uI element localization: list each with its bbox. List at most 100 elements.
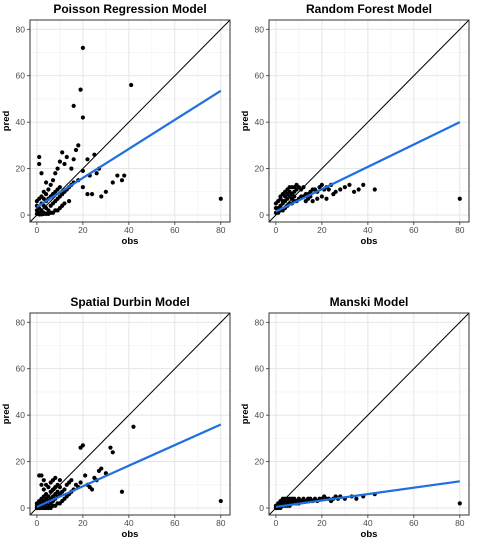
x-tick-label: 0	[35, 225, 40, 235]
data-point	[62, 161, 67, 167]
data-point	[131, 424, 136, 429]
x-tick-label: 20	[78, 225, 88, 235]
data-point	[37, 154, 42, 160]
y-tick-label: 0	[20, 210, 25, 220]
y-tick-label: 40	[255, 117, 265, 127]
data-point	[218, 498, 223, 504]
y-tick-label: 40	[16, 117, 26, 127]
data-point	[76, 143, 81, 148]
plot-border	[268, 19, 470, 223]
y-tick-label: 60	[16, 71, 26, 81]
data-point	[57, 159, 62, 164]
x-tick-label: 80	[216, 518, 226, 528]
data-point	[89, 192, 95, 197]
data-point	[69, 166, 74, 171]
data-point	[292, 194, 297, 199]
data-point	[122, 173, 127, 178]
data-point	[71, 157, 76, 162]
data-point	[69, 478, 74, 483]
data-point	[103, 471, 108, 476]
data-point	[218, 196, 223, 201]
x-tick-label: 80	[216, 225, 226, 235]
x-tick-label: 80	[455, 518, 465, 528]
data-point	[46, 187, 51, 192]
identity-line	[30, 20, 230, 222]
data-point	[53, 475, 58, 480]
series-layer	[269, 313, 469, 515]
data-point	[43, 180, 49, 185]
x-tick-label: 20	[317, 518, 327, 528]
data-point	[92, 152, 97, 157]
data-point	[324, 196, 329, 201]
data-point	[73, 147, 79, 153]
data-point	[356, 187, 361, 192]
panel-spatial-durbin: Spatial Durbin Model 0 20 40 60 80 0 20 40 60 80 ob…	[1, 295, 231, 540]
data-point	[287, 189, 292, 194]
data-point	[57, 478, 62, 483]
data-point	[34, 208, 39, 213]
data-point	[43, 192, 49, 197]
data-point	[39, 482, 44, 487]
data-point	[57, 185, 62, 190]
chart-title: Manski Model	[330, 295, 409, 309]
x-tick-label: 20	[317, 225, 327, 235]
chart-title: Random Forest Model	[306, 2, 432, 16]
x-tick-label: 80	[455, 225, 465, 235]
data-point	[351, 189, 357, 194]
panel-poisson-regression: Poisson Regression Model 0 20 40 60 80 0 20 40 60…	[1, 2, 231, 247]
data-point	[37, 161, 42, 167]
data-point	[41, 487, 46, 492]
data-point	[71, 103, 76, 109]
chart-title: Poisson Regression Model	[53, 2, 206, 16]
data-point	[294, 182, 299, 187]
data-point	[66, 199, 72, 204]
data-point	[41, 478, 46, 483]
data-point	[80, 185, 85, 190]
y-tick-label: 40	[16, 410, 26, 420]
y-tick-label: 20	[255, 457, 265, 467]
y-tick-label: 80	[16, 317, 26, 327]
data-point	[64, 154, 69, 160]
fit-line	[275, 121, 461, 213]
data-point	[273, 205, 278, 211]
data-point	[110, 180, 115, 185]
plot-border	[268, 312, 470, 516]
x-tick-label: 40	[124, 225, 134, 235]
plot-border	[29, 19, 231, 223]
y-tick-label: 0	[259, 503, 264, 513]
y-axis-label: pred	[1, 404, 12, 425]
data-point	[301, 185, 306, 190]
y-axis-label: pred	[1, 111, 12, 132]
data-point	[361, 182, 366, 187]
data-point	[280, 199, 285, 204]
x-axis-label: obs	[122, 236, 139, 247]
y-axis-label: pred	[240, 404, 251, 425]
series-layer	[30, 313, 230, 515]
x-tick-label: 60	[170, 225, 180, 235]
data-point	[60, 150, 65, 155]
data-point	[372, 187, 377, 192]
data-point	[457, 501, 462, 506]
data-point	[115, 173, 120, 178]
data-point	[37, 473, 42, 478]
chart-title: Spatial Durbin Model	[70, 295, 189, 309]
data-point	[333, 189, 338, 194]
data-point	[338, 187, 343, 192]
data-point	[53, 171, 58, 176]
data-point	[80, 45, 85, 50]
data-point	[80, 168, 85, 174]
data-point	[354, 496, 359, 501]
x-tick-label: 40	[363, 225, 373, 235]
fit-line	[36, 423, 222, 508]
y-tick-label: 80	[16, 24, 26, 34]
y-tick-label: 20	[255, 164, 265, 174]
y-tick-label: 40	[255, 410, 265, 420]
data-point	[50, 178, 56, 183]
data-point	[319, 194, 324, 199]
data-point	[310, 199, 315, 204]
data-point	[315, 196, 320, 201]
data-point	[78, 480, 83, 485]
data-point	[99, 194, 104, 199]
fit-line	[275, 480, 460, 508]
